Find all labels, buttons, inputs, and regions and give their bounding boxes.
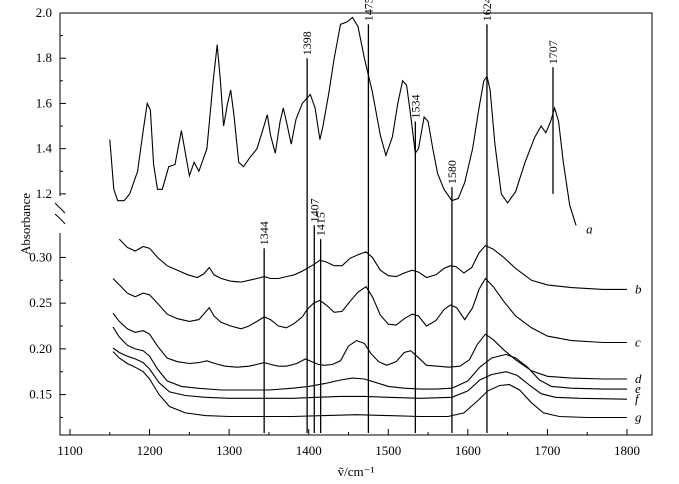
peak-label-1398: 1398	[300, 31, 314, 55]
y-upper-tick-label-1.6: 1.6	[36, 95, 53, 110]
y-axis-label: Absorbance	[18, 193, 33, 255]
x-tick-label-1300: 1300	[216, 443, 242, 458]
y-lower-tick-label-0.25: 0.25	[29, 295, 52, 310]
series-label-b: b	[635, 281, 642, 296]
x-tick-label-1600: 1600	[455, 443, 481, 458]
spectrum-line-f	[112, 347, 628, 400]
y-lower-tick-label-0.30: 0.30	[29, 249, 52, 264]
x-tick-label-1100: 1100	[57, 443, 83, 458]
y-upper-tick-label-1.4: 1.4	[36, 141, 53, 156]
x-tick-label-1700: 1700	[534, 443, 560, 458]
series-label-f: f	[635, 391, 641, 406]
y-lower-tick-label-0.15: 0.15	[29, 387, 52, 402]
plot-frame	[59, 12, 653, 436]
series-label-c: c	[635, 334, 641, 349]
peak-label-1407: 1407	[307, 198, 321, 222]
spectrum-line-d	[112, 312, 627, 380]
spectrum-line-g	[112, 351, 627, 419]
spectrum-line-a	[109, 16, 577, 226]
y-upper-tick-label-1.2: 1.2	[36, 186, 52, 201]
peak-label-1415: 1415	[314, 212, 328, 236]
y-upper-tick-label-2.0: 2.0	[36, 5, 52, 20]
y-lower-tick-label-0.20: 0.20	[29, 341, 52, 356]
series-label-e: e	[635, 381, 641, 396]
peak-label-1475: 1475	[361, 0, 375, 21]
chart-labels: Absorbance ṽ/cm⁻¹	[18, 193, 374, 479]
series-label-d: d	[635, 371, 642, 386]
x-tick-label-1200: 1200	[137, 443, 163, 458]
x-tick-label-1500: 1500	[375, 443, 401, 458]
spectrum-line-e	[112, 326, 627, 391]
axis-break	[54, 202, 66, 225]
peak-label-1624: 1624	[480, 0, 494, 21]
y-upper-tick-label-1.8: 1.8	[36, 50, 52, 65]
x-axis-label: ṽ/cm⁻¹	[338, 464, 375, 479]
peak-label-1534: 1534	[408, 95, 422, 119]
x-tick-label-1400: 1400	[296, 443, 322, 458]
axis-ticks: 1100 1200 1300 1400 1500 1600 1700 1800 1.2 1.4 1.…	[29, 5, 640, 458]
peak-label-1580: 1580	[445, 160, 459, 184]
x-tick-label-1800: 1800	[614, 443, 640, 458]
series-label-a: a	[586, 222, 593, 237]
peak-label-1344: 1344	[257, 221, 271, 245]
series-label-g: g	[635, 409, 642, 424]
peak-label-1707: 1707	[546, 40, 560, 64]
spectrum-line-c	[112, 277, 627, 344]
spectrum-line-b	[118, 238, 627, 290]
